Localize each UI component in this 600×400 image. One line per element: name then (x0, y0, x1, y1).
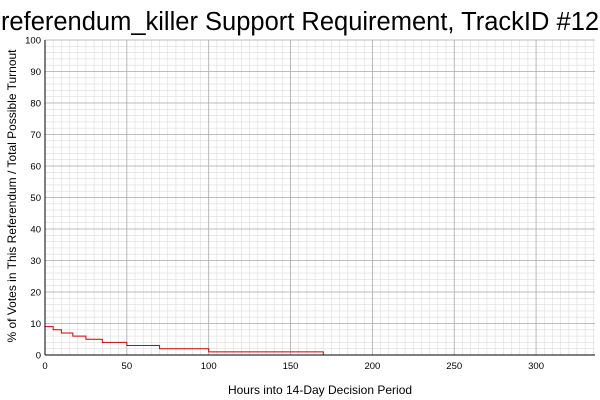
y-tick-label: 20 (30, 288, 41, 299)
y-tick-label: 70 (30, 130, 41, 141)
axes (44, 40, 595, 356)
y-tick-label: 40 (30, 225, 41, 236)
y-tick-label: 90 (30, 67, 41, 78)
grid (44, 39, 595, 356)
y-tick-label: 60 (30, 162, 41, 173)
y-axis-label: % of Votes in This Referendum / Total Po… (5, 49, 19, 343)
y-tick-label: 80 (30, 99, 41, 110)
y-tick-label: 30 (30, 256, 41, 267)
x-tick-label: 250 (446, 361, 462, 372)
y-tick-label: 10 (30, 319, 41, 330)
x-tick-label: 50 (122, 361, 133, 372)
series-line (45, 326, 595, 356)
chart-title: referendum_killer Support Requirement, T… (1, 8, 599, 36)
x-tick-label: 0 (42, 361, 47, 372)
x-tick-label: 150 (283, 361, 299, 372)
y-tick-label: 100 (25, 36, 41, 47)
x-axis-label: Hours into 14-Day Decision Period (228, 383, 412, 397)
x-tick-label: 100 (201, 361, 217, 372)
y-tick-label: 50 (30, 193, 41, 204)
series-layer (45, 326, 595, 356)
x-tick-label: 300 (528, 361, 544, 372)
tick-labels: 0 50 100 150 200 250 300 0 10 20 30 40 50 60 70 80 90 100 (25, 36, 544, 373)
x-tick-label: 200 (364, 361, 380, 372)
y-tick-label: 0 (36, 351, 41, 362)
